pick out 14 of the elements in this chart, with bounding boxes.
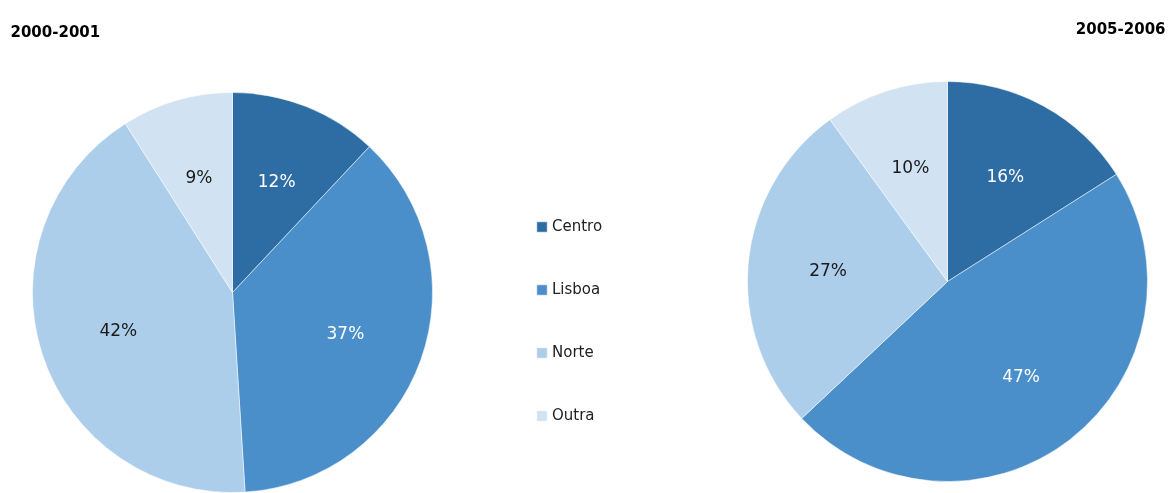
data-label: 27% [809, 260, 847, 281]
data-label: 47% [1002, 366, 1040, 387]
chart-title: 2000-2001 [10, 23, 101, 41]
data-label: 10% [891, 157, 930, 178]
legend-label: Centro [552, 217, 603, 235]
data-label: 12% [257, 170, 296, 191]
legend-label: Norte [552, 343, 594, 361]
data-label: 42% [99, 319, 138, 340]
data-label: 37% [326, 323, 365, 344]
legend-label: Lisboa [552, 280, 601, 298]
data-label: 16% [986, 166, 1025, 187]
data-label: 9% [185, 167, 213, 188]
legend-label: Outra [552, 406, 595, 424]
chart-title: 2005-2006 [1075, 20, 1166, 38]
